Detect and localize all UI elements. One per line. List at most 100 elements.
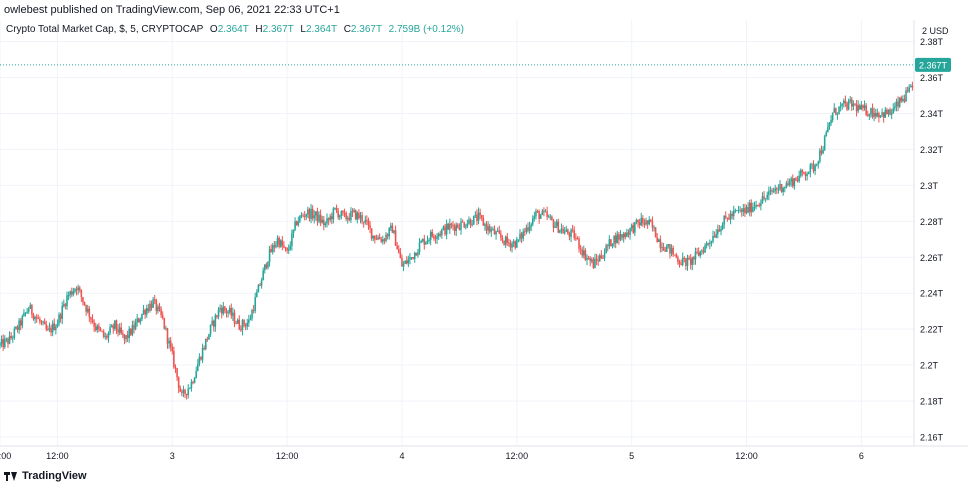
candle-body	[32, 314, 35, 320]
candle-body	[249, 318, 252, 320]
candle-body	[13, 328, 16, 338]
candle-body	[468, 219, 470, 224]
candle-body	[90, 317, 92, 320]
change-value: 2.759B (+0.12%)	[388, 24, 464, 35]
candle-body	[554, 226, 556, 228]
candle-body	[145, 308, 148, 315]
candle-body	[849, 99, 851, 102]
candle-body	[482, 218, 485, 226]
candle-body	[772, 191, 775, 192]
brand-label: TradingView	[22, 470, 87, 482]
candle-body	[739, 209, 741, 211]
candle-body	[854, 103, 856, 105]
candle-body	[701, 250, 703, 252]
candle-body	[903, 99, 906, 102]
candle-body	[543, 210, 545, 212]
candle-body	[552, 220, 555, 228]
candle-body	[606, 245, 609, 247]
candle-body	[732, 210, 735, 217]
candle-body	[790, 178, 792, 182]
candle-body	[581, 249, 584, 256]
candle-body	[626, 232, 628, 237]
candle-body	[597, 260, 599, 262]
candle-body	[557, 221, 560, 233]
candle-body	[472, 215, 475, 225]
candle-body	[256, 292, 258, 298]
tradingview-brand[interactable]: TradingView	[4, 470, 87, 482]
candle-body	[216, 315, 218, 317]
price-chart[interactable]: 2.16T 2.18T 2.2T 2.22T 2.24T 2.26T 2.28T 2.3T 2.…	[0, 20, 968, 466]
candle-body	[610, 239, 612, 247]
candle-body	[871, 108, 874, 117]
candle-body	[401, 257, 403, 267]
candle-body	[418, 242, 421, 253]
candle-body	[393, 230, 395, 233]
candle-body	[153, 299, 156, 301]
candle-body	[423, 239, 426, 245]
candle-body	[747, 207, 749, 213]
candle-body	[791, 178, 794, 187]
candle-body	[110, 325, 113, 328]
candle-body	[279, 240, 282, 247]
candle-body	[713, 235, 716, 238]
candle-body	[788, 181, 791, 185]
candle-body	[219, 307, 221, 310]
candle-body	[99, 328, 102, 331]
candle-body	[236, 319, 239, 324]
candle-body	[426, 240, 429, 242]
candle-body	[149, 303, 151, 311]
candle-body	[594, 258, 596, 268]
candle-body	[370, 228, 373, 239]
candle-body	[136, 318, 138, 323]
candle-body	[421, 239, 424, 241]
candle-body	[18, 320, 20, 330]
candle-body	[139, 319, 142, 323]
candle-body	[303, 215, 306, 217]
candle-body	[74, 289, 76, 292]
candle-body	[726, 217, 729, 219]
high-value: 2.367T	[262, 24, 294, 35]
candle-body	[114, 320, 116, 329]
tradingview-logo-icon	[4, 471, 18, 481]
candle-body	[11, 337, 14, 339]
candle-body	[263, 264, 266, 271]
candle-body	[567, 229, 569, 234]
currency-label[interactable]: 2 USD	[922, 26, 949, 36]
candle-body	[734, 210, 737, 212]
candle-body	[227, 312, 229, 314]
candle-body	[466, 223, 469, 227]
candle-body	[289, 245, 292, 250]
candle-body	[329, 216, 331, 220]
candle-body	[804, 173, 807, 176]
candle-body	[559, 229, 561, 233]
candle-body	[259, 284, 261, 286]
candle-body	[795, 178, 797, 180]
candle-body	[570, 229, 572, 237]
candle-body	[118, 327, 121, 333]
candle-body	[330, 216, 333, 220]
candle-body	[353, 209, 355, 212]
candle-body	[870, 108, 872, 115]
candle-body	[21, 316, 24, 326]
candle-body	[450, 223, 453, 225]
candle-body	[748, 202, 751, 213]
candle-body	[634, 221, 636, 233]
candle-body	[665, 246, 668, 252]
candle-body	[201, 348, 204, 360]
candle-body	[420, 240, 422, 243]
candle-body	[562, 228, 564, 234]
candle-body	[890, 112, 893, 115]
candle-body	[233, 312, 236, 324]
candle-body	[391, 225, 394, 233]
candle-body	[335, 207, 338, 211]
candle-body	[820, 150, 823, 154]
candle-body	[409, 257, 411, 260]
candle-body	[102, 331, 105, 337]
top-bar: owlebest published on TradingView.com, S…	[0, 0, 968, 20]
candle-body	[622, 233, 625, 238]
candle-body	[900, 97, 903, 101]
candle-body	[327, 218, 330, 220]
candle-body	[803, 172, 805, 174]
candle-body	[431, 231, 434, 237]
candle-body	[512, 241, 515, 244]
